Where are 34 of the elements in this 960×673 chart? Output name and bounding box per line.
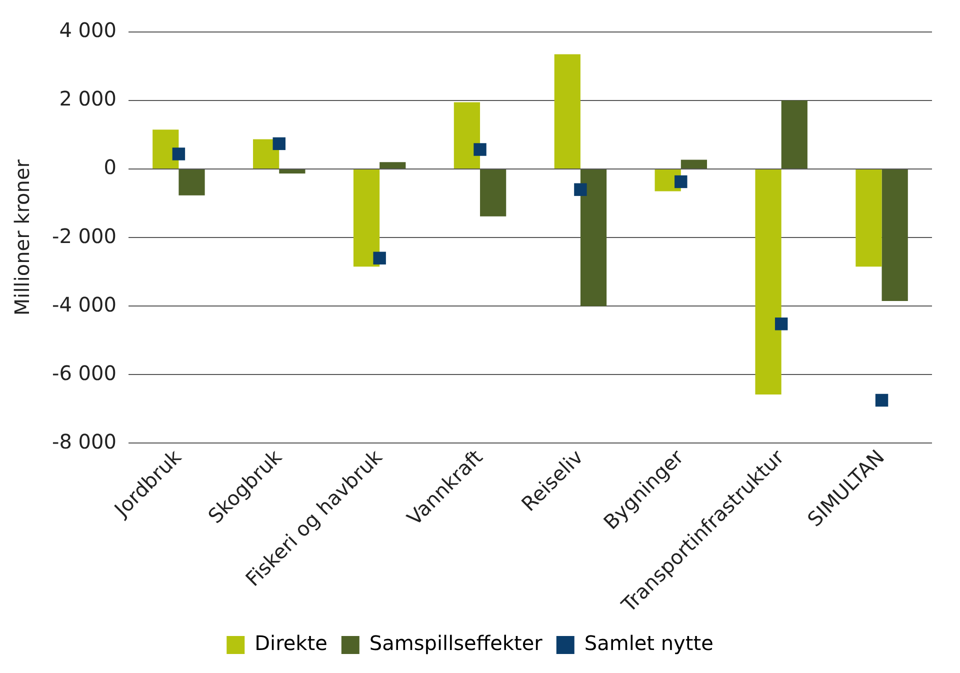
bar — [781, 100, 808, 169]
point — [474, 143, 486, 156]
y-axis-title: Millioner kroner — [10, 158, 34, 316]
bar — [178, 170, 205, 196]
point — [172, 148, 186, 160]
legend-label: Samlet nytte — [584, 631, 714, 656]
point — [875, 394, 888, 407]
point — [373, 252, 386, 264]
y-tick-label: -4 000 — [52, 292, 116, 316]
bar — [380, 162, 406, 169]
point — [774, 318, 788, 330]
bar — [279, 170, 306, 174]
y-tick-label: 2 000 — [59, 86, 116, 111]
legend-label: Samspillseffekter — [369, 631, 544, 656]
bar — [856, 170, 882, 267]
bar — [882, 170, 908, 301]
y-tick-label: -8 000 — [52, 429, 116, 454]
y-tick-label: 0 — [104, 155, 116, 180]
bar — [755, 170, 782, 394]
legend-label: Direkte — [254, 631, 328, 656]
y-tick-label: -2 000 — [52, 224, 116, 248]
bar — [480, 170, 506, 216]
bar — [353, 170, 380, 267]
bar — [554, 54, 580, 169]
bar — [454, 102, 480, 169]
bar — [152, 130, 179, 169]
bar — [580, 170, 607, 306]
point — [272, 137, 286, 150]
point — [674, 175, 688, 188]
y-tick-label: -6 000 — [52, 360, 116, 385]
y-tick-label: 4 000 — [59, 18, 116, 42]
bar — [680, 160, 708, 169]
point — [574, 183, 587, 196]
bar — [253, 139, 280, 169]
